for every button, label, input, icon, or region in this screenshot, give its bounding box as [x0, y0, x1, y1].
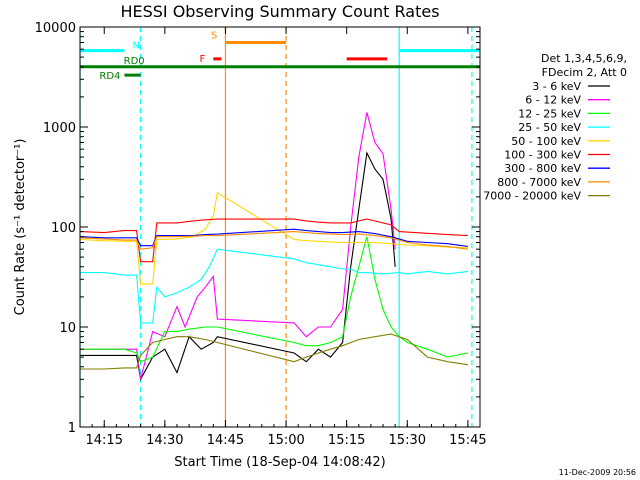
series-line-8 — [80, 333, 468, 370]
plot-area — [80, 27, 480, 427]
y-axis-label: Count Rate (s⁻¹ detector⁻¹) — [13, 139, 28, 316]
series-line-7 — [80, 231, 468, 250]
x-tick-label: 15:15 — [328, 433, 365, 448]
timestamp: 11-Dec-2009 20:56 — [559, 468, 636, 477]
flag-label: S — [211, 30, 217, 41]
legend-header: Det 1,3,4,5,6,9, — [541, 52, 627, 65]
series-line-5 — [80, 218, 468, 263]
flag-label: N — [133, 41, 140, 52]
y-tick-label: 100 — [51, 221, 76, 236]
series-line-4 — [80, 191, 468, 285]
series-line-0 — [80, 151, 396, 381]
legend: Det 1,3,4,5,6,9,FDecim 2, Att 03 - 6 keV… — [483, 52, 627, 203]
chart-title: HESSI Observing Summary Count Rates — [120, 2, 439, 21]
x-axis-label: Start Time (18-Sep-04 14:08:42) — [174, 455, 385, 470]
legend-header: FDecim 2, Att 0 — [542, 66, 627, 79]
y-tick-label: 1 — [68, 421, 76, 436]
flag-label: RD4 — [99, 71, 120, 82]
legend-label: 100 - 300 keV — [504, 149, 581, 162]
y-tick-label: 1000 — [43, 121, 76, 136]
x-axis: 14:15 14:30 14:45 15:00 15:15 15:30 15:45 — [79, 27, 487, 448]
legend-label: 6 - 12 keV — [525, 94, 581, 107]
y-tick-label: 10000 — [35, 21, 76, 36]
x-tick-label: 15:45 — [449, 433, 486, 448]
series-line-6 — [80, 228, 468, 247]
y-tick-label: 10 — [59, 321, 76, 336]
flag-label: F — [199, 54, 205, 65]
legend-label: 7000 - 20000 keV — [483, 190, 581, 203]
flag-label: RD0 — [124, 56, 145, 67]
legend-label: 3 - 6 keV — [532, 80, 581, 93]
legend-label: 50 - 100 keV — [511, 135, 581, 148]
series-line-2 — [80, 236, 469, 363]
plot-frame — [79, 26, 481, 428]
x-tick-label: 14:15 — [86, 433, 123, 448]
x-tick-label: 14:30 — [146, 433, 183, 448]
legend-label: 800 - 7000 keV — [497, 176, 581, 189]
legend-label: 300 - 800 keV — [504, 162, 581, 175]
series-line-1 — [80, 112, 396, 380]
x-tick-label: 15:00 — [267, 433, 304, 448]
series-line-3 — [80, 248, 468, 324]
y-axis: 1 10 100 1000 10000 — [35, 21, 480, 436]
legend-label: 12 - 25 keV — [518, 107, 581, 120]
x-tick-label: 14:45 — [207, 433, 244, 448]
legend-label: 25 - 50 keV — [518, 121, 581, 134]
x-tick-label: 15:30 — [389, 433, 426, 448]
